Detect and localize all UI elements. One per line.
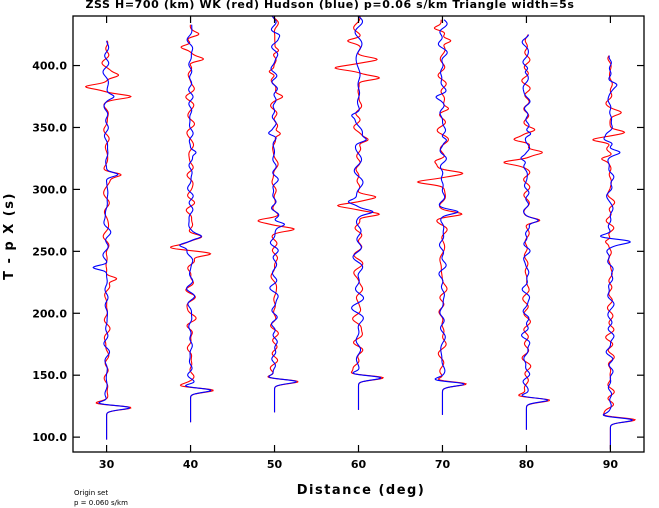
x-tick-label: 70 xyxy=(435,458,451,471)
x-tick-label: 30 xyxy=(99,458,115,471)
trace-80-deg xyxy=(503,34,550,430)
wk-red-trace xyxy=(503,34,550,430)
y-tick-label: 150.0 xyxy=(32,369,67,382)
wk-red-trace xyxy=(334,15,384,410)
hudson-blue-trace xyxy=(347,15,382,410)
x-tick-label: 80 xyxy=(519,458,535,471)
trace-60-deg xyxy=(334,15,384,410)
y-axis-label: T - p X (s) xyxy=(2,192,17,280)
y-tick-label: 100.0 xyxy=(32,431,67,444)
x-axis-ticks: 30 40 50 60 70 80 90 xyxy=(99,16,618,471)
origin-note: Origin set xyxy=(74,489,108,497)
hudson-blue-trace xyxy=(520,34,549,430)
x-axis-label: Distance (deg) xyxy=(297,483,426,498)
trace-30-deg xyxy=(84,40,132,440)
wk-red-trace xyxy=(170,24,214,423)
y-axis-ticks: 100.0 150.0 200.0 250.0 300.0 350.0 400.0 xyxy=(32,60,644,444)
trace-50-deg xyxy=(257,15,299,413)
x-tick-label: 90 xyxy=(603,458,619,471)
slowness-note: p = 0.060 s/km xyxy=(74,499,128,507)
trace-90-deg xyxy=(592,55,637,450)
y-tick-label: 250.0 xyxy=(32,245,67,258)
y-tick-label: 350.0 xyxy=(32,121,67,134)
y-tick-label: 200.0 xyxy=(32,307,67,320)
y-tick-label: 300.0 xyxy=(32,183,67,196)
x-tick-label: 60 xyxy=(351,458,367,471)
hudson-blue-trace xyxy=(600,55,633,450)
trace-40-deg xyxy=(170,24,214,423)
trace-70-deg xyxy=(416,19,467,415)
x-tick-label: 40 xyxy=(183,458,199,471)
wk-red-trace xyxy=(416,19,467,415)
hudson-blue-trace xyxy=(268,15,297,413)
hudson-blue-trace xyxy=(92,40,130,440)
hudson-blue-trace xyxy=(179,24,212,423)
wk-red-trace xyxy=(592,55,637,450)
hudson-blue-trace xyxy=(434,19,465,415)
y-tick-label: 400.0 xyxy=(32,60,67,73)
x-tick-label: 50 xyxy=(267,458,283,471)
chart-title: ZSS H=700 (km) WK (red) Hudson (blue) p=… xyxy=(85,0,574,11)
traces-layer xyxy=(84,15,637,450)
